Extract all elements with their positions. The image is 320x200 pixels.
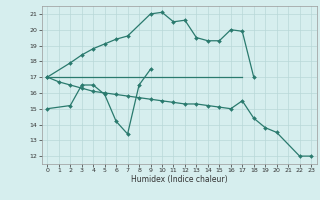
X-axis label: Humidex (Indice chaleur): Humidex (Indice chaleur)	[131, 175, 228, 184]
